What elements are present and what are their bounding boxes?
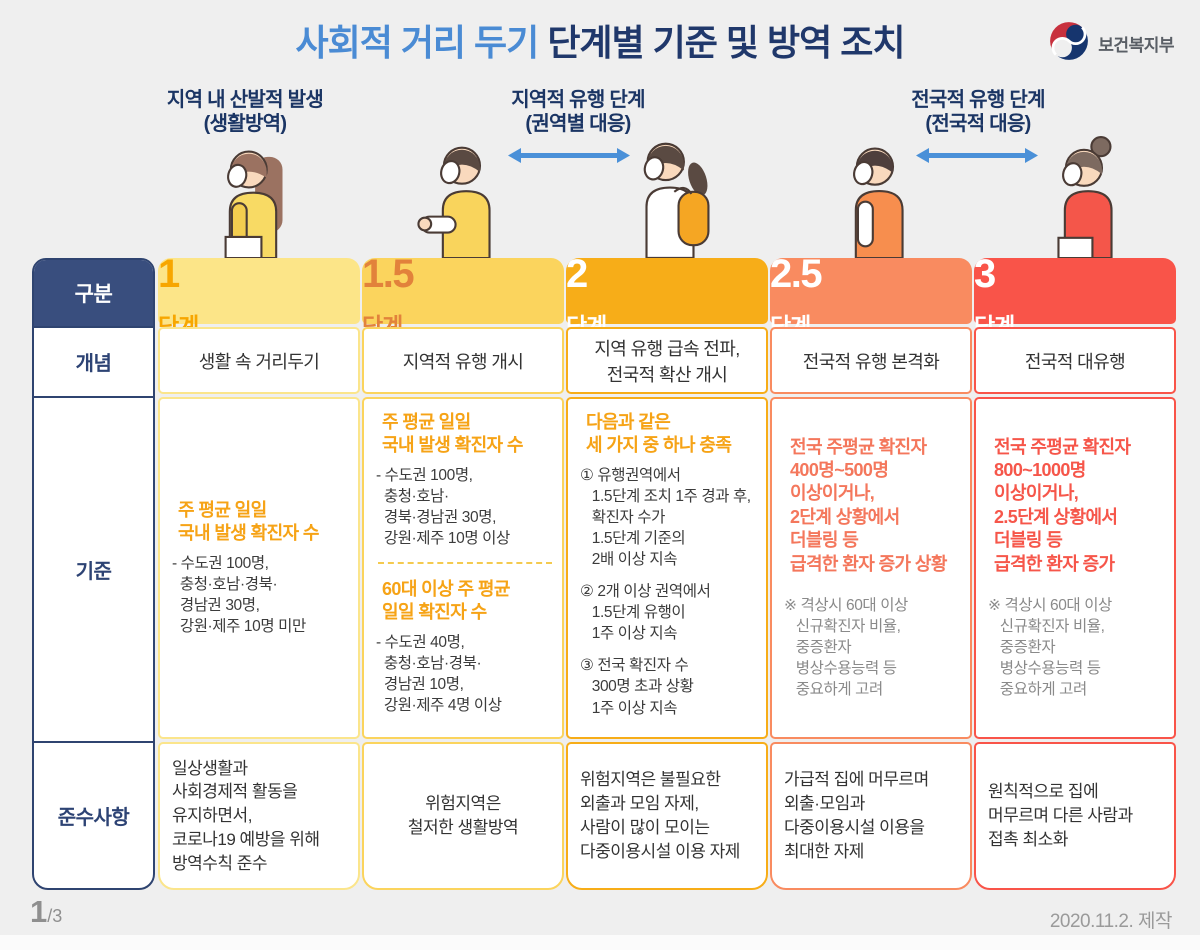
corner-header: 구분 <box>34 260 153 326</box>
stage2-5-header: 2.5 단계 <box>770 252 972 339</box>
ministry-logo: 보건복지부 <box>1048 20 1174 67</box>
stage3-criteria: 전국 주평균 확진자 800~1000명 이상이거나, 2.5단계 상황에서 더… <box>974 397 1176 739</box>
stage3-column: 3 단계 전국적 대유행 전국 주평균 확진자 800~1000명 이상이거나, … <box>974 252 1176 890</box>
stage2-5-criteria-heading: 전국 주평균 확진자 400명~500명 이상이거나, 2단계 상황에서 더블링… <box>790 436 947 574</box>
stage1-5-criteria-body-1: - 수도권 100명, 충청·호남· 경북·경남권 30명, 강원·제주 10명… <box>376 466 510 548</box>
person-illustration-stage2-5 <box>828 138 924 263</box>
stage1-5-criteria-heading-2: 60대 이상 주 평균 일일 확진자 수 <box>382 579 510 623</box>
stage3-criteria-heading: 전국 주평균 확진자 800~1000명 이상이거나, 2.5단계 상황에서 더… <box>994 436 1131 574</box>
page-title: 사회적 거리 두기 단계별 기준 및 방역 조치 <box>0 14 1200 66</box>
stage1-5-concept: 지역적 유행 개시 <box>362 327 564 394</box>
stage2-number: 2 <box>566 252 588 296</box>
stage2-concept: 지역 유행 급속 전파, 전국적 확산 개시 <box>566 327 768 394</box>
page-title-highlight: 사회적 거리 두기 <box>295 22 539 63</box>
stage2-column: 2 단계 지역 유행 급속 전파, 전국적 확산 개시 다음과 같은 세 가지 중… <box>566 252 768 890</box>
person-illustration-stage1 <box>206 140 300 263</box>
distance-arrow-nationwide-icon <box>916 148 1038 168</box>
page-title-rest: 단계별 기준 및 방역 조치 <box>538 22 905 63</box>
phase-label-sporadic: 지역 내 산발적 발생 (생활방역) <box>166 89 324 136</box>
stage1-criteria: 주 평균 일일 국내 발생 확진자 수 - 수도권 100명, 충청·호남·경북… <box>158 397 360 739</box>
stage2-header: 2 단계 <box>566 252 768 339</box>
stage1-5-criteria-body-2: - 수도권 40명, 충청·호남·경북· 경남권 10명, 강원·제주 4명 이… <box>376 633 502 715</box>
stage1-5-criteria-heading-1: 주 평균 일일 국내 발생 확진자 수 <box>382 412 523 456</box>
stage2-5-number: 2.5 <box>770 252 823 296</box>
stage1-5-criteria: 주 평균 일일 국내 발생 확진자 수 - 수도권 100명, 충청·호남· 경… <box>362 397 564 739</box>
stage1-column: 1 단계 생활 속 거리두기 주 평균 일일 국내 발생 확진자 수 - 수도권 … <box>158 252 360 890</box>
stage2-criteria-item-1: ① 유행권역에서 1.5단계 조치 1주 경과 후, 확진자 수가 1.5단계 … <box>580 466 751 569</box>
stage1-compliance: 일상생활과 사회경제적 활동을 유지하면서, 코로나19 예방을 위해 방역수칙… <box>158 742 360 890</box>
stage2-criteria-item-2: ② 2개 이상 권역에서 1.5단계 유행이 1주 이상 지속 <box>580 583 711 643</box>
ministry-logo-label: 보건복지부 <box>1098 36 1174 55</box>
dashed-divider <box>378 562 552 565</box>
stage1-number: 1 <box>158 252 180 296</box>
stage2-5-concept: 전국적 유행 본격화 <box>770 327 972 394</box>
stage2-criteria-heading: 다음과 같은 세 가지 중 하나 충족 <box>586 412 732 456</box>
person-illustration-stage2 <box>620 132 720 263</box>
stage2-5-criteria-note: ※ 격상시 60대 이상 신규확진자 비율, 중증환자 병상수용능력 등 중요하… <box>784 596 908 699</box>
stage3-header: 3 단계 <box>974 252 1176 339</box>
taegeuk-symbol-icon <box>1048 20 1090 67</box>
stage2-5-column: 2.5 단계 전국적 유행 본격화 전국 주평균 확진자 400명~500명 이상… <box>770 252 972 890</box>
person-illustration-stage1-5 <box>414 136 512 263</box>
page-total: /3 <box>47 906 63 926</box>
person-illustration-stage3 <box>1036 136 1134 263</box>
distance-arrow-regional-icon <box>508 148 630 168</box>
stage2-criteria-item-3: ③ 전국 확진자 수 300명 초과 상황 1주 이상 지속 <box>580 657 694 717</box>
page-number: 1 <box>30 894 48 929</box>
stage1-5-column: 1.5 단계 지역적 유행 개시 주 평균 일일 국내 발생 확진자 수 - 수도… <box>362 252 564 890</box>
stage1-5-compliance: 위험지역은 철저한 생활방역 <box>362 742 564 890</box>
stage2-5-compliance: 가급적 집에 머무르며 외출·모임과 다중이용시설 이용을 최대한 자제 <box>770 742 972 890</box>
stage2-compliance: 위험지역은 불필요한 외출과 모임 자제, 사람이 많이 모이는 다중이용시설 … <box>566 742 768 890</box>
row-label-criteria: 기준 <box>34 395 153 741</box>
stage3-number: 3 <box>974 252 996 296</box>
phase-label-nationwide: 전국적 유행 단계 (전국적 대응) <box>911 89 1045 136</box>
row-label-concept: 개념 <box>34 326 153 396</box>
stage3-concept: 전국적 대유행 <box>974 327 1176 394</box>
stage1-concept: 생활 속 거리두기 <box>158 327 360 394</box>
production-date: 2020.11.2. 제작 <box>1049 911 1173 932</box>
stage1-criteria-heading: 주 평균 일일 국내 발생 확진자 수 <box>178 499 319 544</box>
stage1-header: 1 단계 <box>158 252 360 339</box>
stage3-compliance: 원칙적으로 집에 머무르며 다른 사람과 접촉 최소화 <box>974 742 1176 890</box>
row-label-compliance: 준수사항 <box>34 740 153 889</box>
bottom-strip <box>0 935 1200 950</box>
stage1-5-header: 1.5 단계 <box>362 252 564 339</box>
stage2-5-criteria: 전국 주평균 확진자 400명~500명 이상이거나, 2단계 상황에서 더블링… <box>770 397 972 739</box>
page-indicator: 1/3 <box>30 894 62 930</box>
stage3-criteria-note: ※ 격상시 60대 이상 신규확진자 비율, 중증환자 병상수용능력 등 중요하… <box>988 596 1112 699</box>
stage2-criteria: 다음과 같은 세 가지 중 하나 충족 ① 유행권역에서 1.5단계 조치 1주… <box>566 397 768 739</box>
row-label-column: 구분 개념 기준 준수사항 <box>32 258 155 890</box>
stage1-criteria-body: - 수도권 100명, 충청·호남·경북· 경남권 30명, 강원·제주 10명… <box>172 554 306 635</box>
stage1-5-number: 1.5 <box>362 252 415 296</box>
phase-label-regional: 지역적 유행 단계 (권역별 대응) <box>511 89 645 136</box>
